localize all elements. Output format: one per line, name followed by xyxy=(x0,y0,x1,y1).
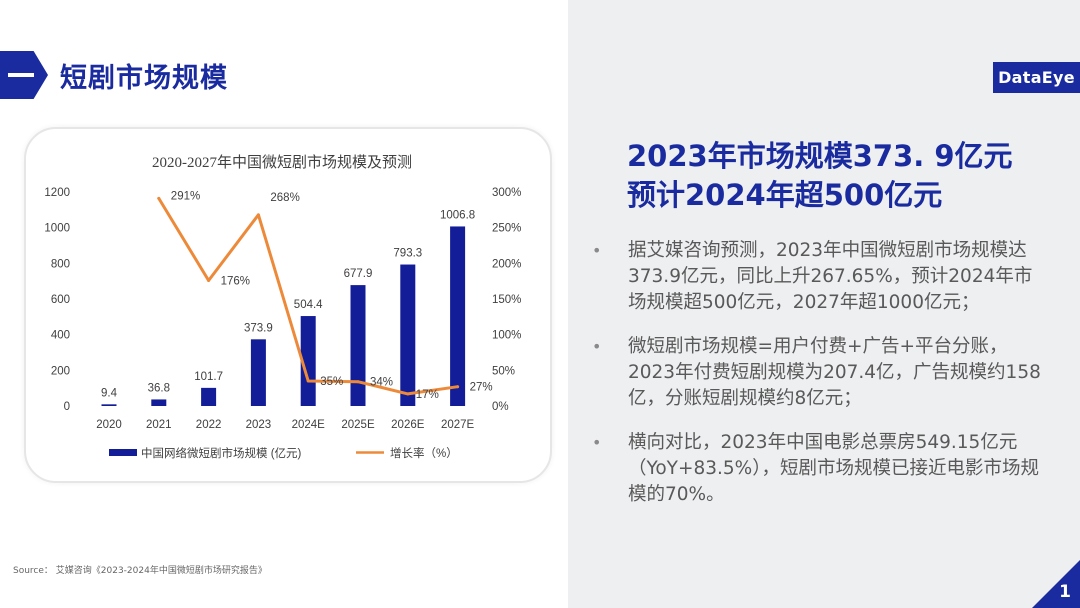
bar xyxy=(101,404,117,406)
bullet-icon: • xyxy=(592,337,602,356)
left-axis-tick: 1200 xyxy=(44,187,70,199)
headline-line-2: 预计2024年超500亿元 xyxy=(627,178,943,212)
legend-bar-label: 中国网络微短剧市场规模 (亿元) xyxy=(141,446,302,460)
market-size-chart: 2020-2027年中国微短剧市场规模及预测 0 200 400 600 800 1000… xyxy=(44,154,521,460)
right-axis-tick: 200% xyxy=(492,258,521,270)
category-label: 2026E xyxy=(391,419,425,431)
bar xyxy=(201,387,217,406)
left-axis-tick: 400 xyxy=(51,330,70,342)
right-axis-tick: 300% xyxy=(492,187,521,199)
left-axis-tick: 0 xyxy=(64,401,70,413)
growth-rate-point xyxy=(207,278,211,282)
category-label: 2022 xyxy=(196,419,222,431)
bar xyxy=(250,339,266,406)
headline-line-1: 2023年市场规模373. 9亿元 xyxy=(627,139,1013,173)
bullet-icon: • xyxy=(592,241,602,260)
page-title: 短剧市场规模 xyxy=(60,63,228,94)
growth-rate-label: 27% xyxy=(470,382,493,394)
bar-value-label: 504.4 xyxy=(294,299,323,311)
growth-rate-label: 34% xyxy=(370,377,393,389)
right-axis-tick: 50% xyxy=(492,365,515,377)
category-label: 2023 xyxy=(246,419,272,431)
bullet-text: 横向对比，2023年中国电影总票房549.15亿元（YoY+83.5%），短剧市… xyxy=(628,432,1039,505)
bullet-icon: • xyxy=(592,433,602,452)
right-panel xyxy=(568,0,1080,608)
page-number: 1 xyxy=(1059,582,1071,602)
growth-rate-point xyxy=(356,380,360,384)
right-axis-tick: 150% xyxy=(492,294,521,306)
bar xyxy=(450,226,466,406)
growth-rate-point xyxy=(157,196,161,200)
category-label: 2025E xyxy=(341,419,375,431)
bar-value-label: 677.9 xyxy=(344,268,373,280)
left-axis-tick: 200 xyxy=(51,365,70,377)
bar xyxy=(400,264,416,406)
bullet-item: • 横向对比，2023年中国电影总票房549.15亿元（YoY+83.5%），短剧… xyxy=(592,430,1042,508)
growth-rate-label: 35% xyxy=(320,376,343,388)
chart-title: 2020-2027年中国微短剧市场规模及预测 xyxy=(152,154,412,171)
dash-icon xyxy=(8,73,34,77)
bullet-item: • 微短剧市场规模=用户付费+广告+平台分账，2023年付费短剧规模为207.4亿… xyxy=(592,334,1042,412)
bar-value-label: 793.3 xyxy=(393,248,422,260)
left-axis-tick: 1000 xyxy=(44,223,70,235)
bar-value-label: 36.8 xyxy=(148,382,170,394)
right-axis-tick: 250% xyxy=(492,223,521,235)
bar xyxy=(151,399,167,406)
headline: 2023年市场规模373. 9亿元 预计2024年超500亿元 xyxy=(627,137,1067,215)
source-note: Source： 艾媒咨询《2023-2024年中国微短剧市场研究报告》 xyxy=(13,566,267,576)
bar-value-label: 373.9 xyxy=(244,322,273,334)
bullet-list: • 据艾媒咨询预测，2023年中国微短剧市场规模达373.9亿元，同比上升267.… xyxy=(592,238,1042,526)
category-label: 2020 xyxy=(96,419,122,431)
growth-rate-label: 176% xyxy=(221,275,250,287)
growth-rate-point xyxy=(256,213,260,217)
left-axis-tick: 600 xyxy=(51,294,70,306)
bullet-item: • 据艾媒咨询预测，2023年中国微短剧市场规模达373.9亿元，同比上升267.… xyxy=(592,238,1042,316)
bar-value-label: 9.4 xyxy=(101,387,118,399)
chart-card: 2020-2027年中国微短剧市场规模及预测 0 200 400 600 800 1000… xyxy=(24,127,552,483)
growth-rate-point xyxy=(406,392,410,396)
growth-rate-label: 17% xyxy=(416,389,439,401)
growth-rate-point xyxy=(456,385,460,389)
right-axis-tick: 100% xyxy=(492,330,521,342)
legend-bar-swatch xyxy=(109,449,137,456)
bullet-text: 微短剧市场规模=用户付费+广告+平台分账，2023年付费短剧规模为207.4亿，… xyxy=(628,336,1041,409)
growth-rate-label: 291% xyxy=(171,190,200,202)
left-axis-tick: 800 xyxy=(51,258,70,270)
bar-value-label: 101.7 xyxy=(194,371,223,383)
growth-rate-point xyxy=(306,379,310,383)
section-marker xyxy=(0,51,48,99)
legend-line-label: 增长率（%） xyxy=(390,446,458,460)
bar xyxy=(350,285,366,406)
right-axis-tick: 0% xyxy=(492,401,509,413)
category-label: 2027E xyxy=(441,419,475,431)
dataeye-logo: DataEye xyxy=(993,62,1080,93)
category-label: 2024E xyxy=(292,419,326,431)
growth-rate-label: 268% xyxy=(270,192,299,204)
bar xyxy=(300,316,316,406)
bar-value-label: 1006.8 xyxy=(440,209,475,221)
category-label: 2021 xyxy=(146,419,172,431)
bullet-text: 据艾媒咨询预测，2023年中国微短剧市场规模达373.9亿元，同比上升267.6… xyxy=(628,240,1033,313)
